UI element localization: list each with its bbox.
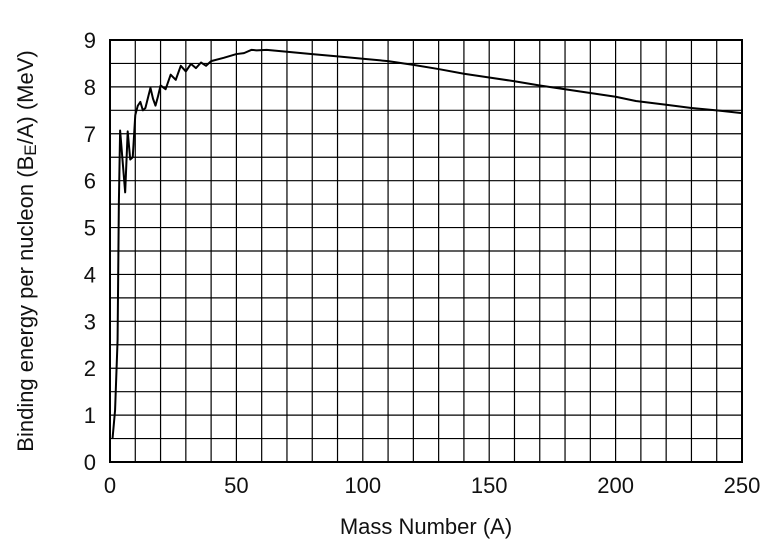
y-tick-label: 9 [84, 28, 96, 53]
y-tick-label: 8 [84, 75, 96, 100]
x-tick-label: 200 [597, 473, 634, 498]
binding-energy-line [111, 48, 743, 439]
y-tick-label: 2 [84, 356, 96, 381]
y-axis-title-subscript: E [21, 144, 40, 155]
y-tick-label: 7 [84, 122, 96, 147]
x-tick-label: 50 [224, 473, 248, 498]
x-tick-label: 250 [724, 473, 761, 498]
x-tick-label: 100 [344, 473, 381, 498]
y-axis-title-prefix: Binding energy per nucleon (B [13, 156, 38, 452]
x-axis-title: Mass Number (A) [340, 514, 512, 539]
y-axis-title-suffix: /A) (MeV) [13, 50, 38, 144]
plot-frame [109, 39, 743, 463]
axis-ticks: 0 50 100 150 200 250 0 1 2 3 4 5 6 7 8 9 [84, 28, 761, 498]
y-axis-title: Binding energy per nucleon (BE/A) (MeV) [13, 50, 40, 451]
y-tick-label: 6 [84, 169, 96, 194]
x-tick-label: 150 [471, 473, 508, 498]
y-tick-label: 5 [84, 216, 96, 241]
y-tick-label: 4 [84, 262, 96, 287]
y-tick-label: 1 [84, 403, 96, 428]
y-tick-label: 0 [84, 450, 96, 475]
x-tick-label: 0 [104, 473, 116, 498]
chart-grid [110, 40, 742, 462]
y-tick-label: 3 [84, 309, 96, 334]
